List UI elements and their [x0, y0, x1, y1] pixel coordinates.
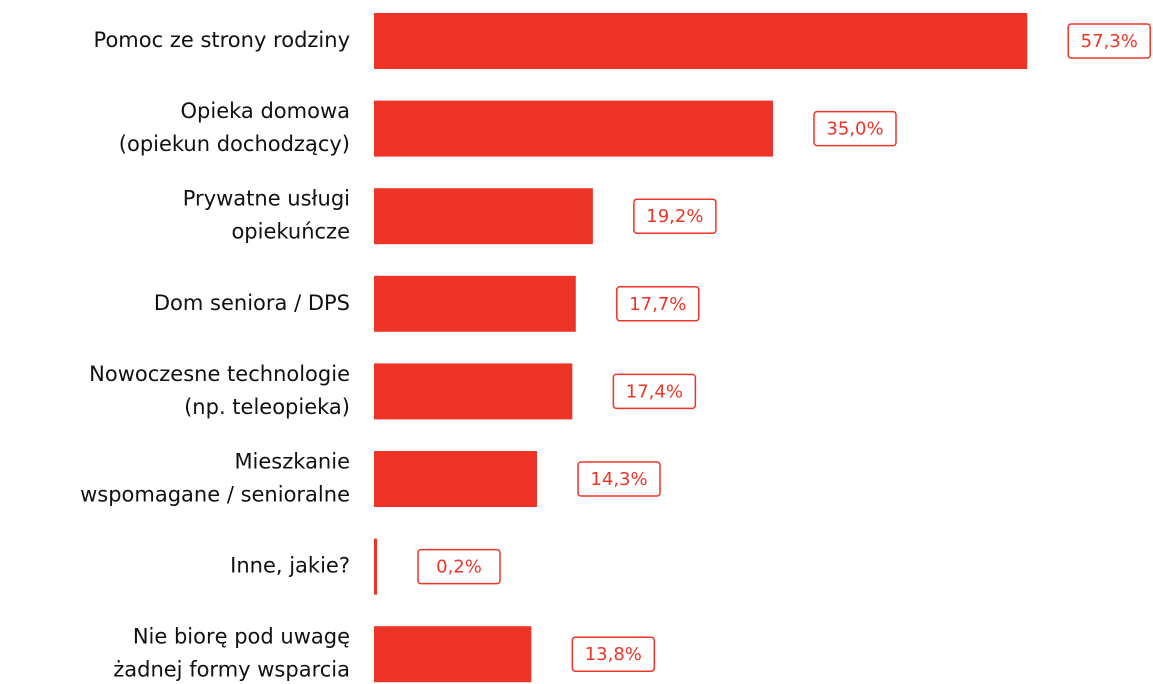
value-label-box: [417, 548, 501, 585]
value-label: 19,2%: [646, 206, 703, 227]
value-label-box: [577, 461, 661, 497]
category-label: (opiekun dochodzący): [119, 132, 350, 156]
value-label: 17,4%: [626, 381, 683, 402]
bar: [374, 188, 593, 245]
value-label: 0,2%: [436, 557, 482, 578]
bar: [374, 275, 576, 332]
category-label: opiekuńcze: [231, 220, 350, 244]
category-label: Inne, jakie?: [230, 554, 350, 578]
category-label: Prywatne usługi: [183, 187, 350, 211]
bar: [374, 13, 1028, 69]
value-label-box: [571, 636, 656, 672]
value-label: 14,3%: [590, 469, 647, 490]
category-label: wspomagane / senioralne: [80, 483, 350, 507]
bar: [374, 538, 377, 595]
category-label: Nie biorę pod uwagę: [133, 625, 350, 649]
category-label: Mieszkanie: [234, 450, 350, 474]
bar: [374, 626, 532, 683]
category-label: Pomoc ze strony rodziny: [94, 28, 350, 52]
bar: [374, 451, 538, 507]
value-label: 17,7%: [629, 294, 686, 315]
value-label-box: [813, 110, 897, 147]
value-label-box: [616, 286, 700, 322]
category-label: Opieka domowa: [181, 99, 350, 123]
value-label-box: [1067, 23, 1151, 59]
category-label: żadnej formy wsparcia: [113, 658, 350, 682]
category-label: Dom seniora / DPS: [154, 291, 350, 315]
bar: [374, 100, 773, 157]
category-label: (np. teleopieka): [184, 395, 350, 419]
value-label: 13,8%: [585, 644, 642, 665]
category-label: Nowoczesne technologie: [89, 362, 350, 386]
bar: [374, 363, 573, 420]
value-label: 35,0%: [826, 119, 883, 140]
value-label-box: [612, 373, 697, 410]
value-label: 57,3%: [1081, 31, 1138, 52]
value-label-box: [633, 198, 717, 234]
